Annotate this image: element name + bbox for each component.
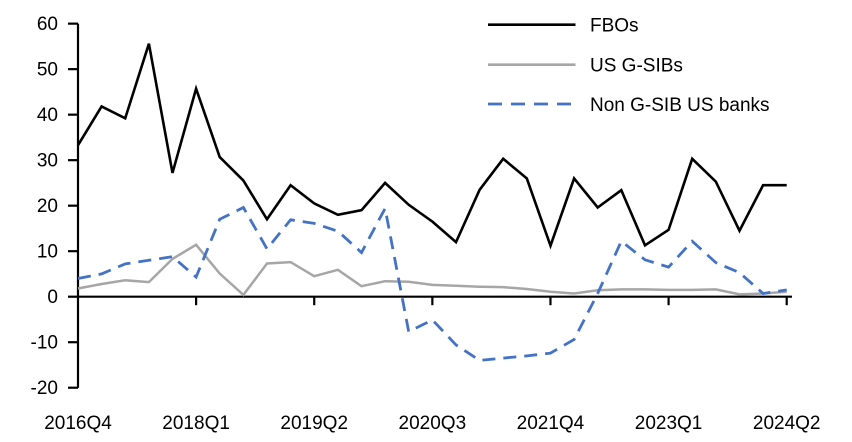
x-tick-label: 2018Q1 xyxy=(162,413,230,434)
series-line-fbos xyxy=(76,43,787,250)
legend-label-us-gsibs: US G-SIBs xyxy=(590,56,683,77)
series-line-non-g-sib-us-banks xyxy=(77,204,787,362)
legend-label-fbos: FBOs xyxy=(590,16,639,37)
y-tick-label: 10 xyxy=(37,242,58,263)
y-tick-label: 50 xyxy=(37,60,58,81)
series-line-us-g-sibs xyxy=(77,243,787,297)
legend: FBOs US G-SIBs Non G-SIB US banks xyxy=(488,16,770,116)
x-tick-label: 2020Q3 xyxy=(399,413,467,434)
x-tick-label: 2021Q4 xyxy=(517,413,585,434)
y-tick-label: -20 xyxy=(31,378,58,399)
x-tick-label: 2016Q4 xyxy=(44,413,112,434)
y-tick-label: 40 xyxy=(37,105,58,126)
plot-area: 60 50 40 30 20 10 0 -10 -20 2016Q4 2018Q1 2019Q2 202… xyxy=(31,14,821,434)
x-tick-label: 2024Q2 xyxy=(753,413,821,434)
y-tick-label: 60 xyxy=(37,14,58,35)
x-tick-label: 2019Q2 xyxy=(280,413,348,434)
legend-label-non-gsib-us-banks: Non G-SIB US banks xyxy=(590,95,770,116)
y-tick-label: 30 xyxy=(37,151,58,172)
y-tick-label: 20 xyxy=(37,196,58,217)
x-tick-label: 2023Q1 xyxy=(635,413,703,434)
y-tick-label: 0 xyxy=(47,287,58,308)
y-tick-label: -10 xyxy=(31,333,58,354)
